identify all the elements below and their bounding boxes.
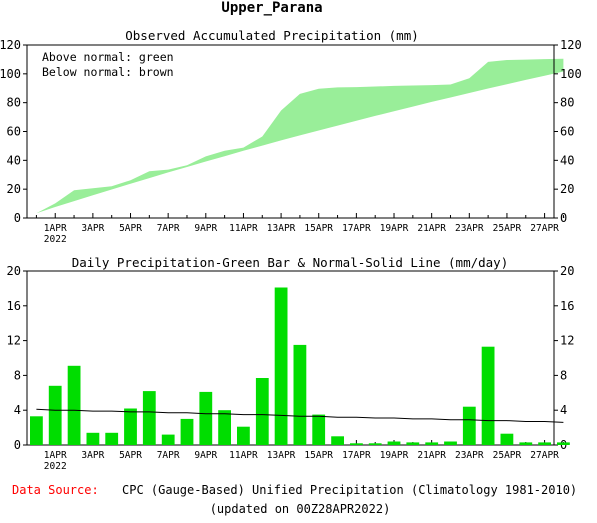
daily-xtick-label: 11APR: [229, 450, 258, 461]
accumulated-ytick-label-right: 60: [560, 125, 574, 139]
daily-xtick-label: 13APR: [267, 450, 296, 461]
daily-bar: [387, 441, 401, 445]
daily-bar: [142, 391, 156, 445]
normal-line: [36, 408, 564, 423]
daily-bar: [67, 365, 81, 445]
daily-ytick-label-right: 8: [560, 368, 567, 382]
accumulated-chart-title: Observed Accumulated Precipitation (mm): [125, 28, 419, 43]
accumulated-xtick-label: 5APR: [119, 223, 142, 234]
accumulated-xtick-label: 21APR: [417, 223, 446, 234]
daily-xtick-label: 1APR: [44, 450, 67, 461]
accumulated-xtick-label: 7APR: [157, 223, 180, 234]
accumulated-ytick-label-left: 40: [7, 153, 21, 167]
daily-bar: [444, 441, 457, 445]
legend-below-normal: Below normal: brown: [42, 65, 174, 79]
daily-bar: [199, 391, 213, 445]
accumulated-ytick-label-right: 120: [560, 38, 582, 52]
daily-xtick-label: 15APR: [304, 450, 333, 461]
daily-xtick-label: 27APR: [530, 450, 559, 461]
daily-bar: [500, 433, 514, 445]
daily-bar: [293, 344, 307, 445]
accumulated-ytick-label-right: 20: [560, 182, 574, 196]
daily-ytick-label-left: 20: [7, 264, 21, 278]
legend-above-normal: Above normal: green: [42, 50, 174, 64]
accumulated-xtick-label: 1APR: [44, 223, 67, 234]
daily-xtick-label: 7APR: [157, 450, 180, 461]
accumulated-xtick-label: 9APR: [194, 223, 217, 234]
daily-ytick-label-right: 4: [560, 403, 567, 417]
accumulated-ytick-label-left: 100: [0, 67, 21, 81]
daily-bar: [255, 378, 269, 445]
daily-ytick-label-left: 4: [14, 403, 21, 417]
daily-xtick-label: 5APR: [119, 450, 142, 461]
accumulated-xtick-label: 13APR: [267, 223, 296, 234]
daily-ytick-label-left: 0: [14, 438, 21, 452]
daily-bar: [481, 346, 495, 445]
daily-ytick-label-left: 8: [14, 368, 21, 382]
accumulated-ytick-label-left: 60: [7, 125, 21, 139]
daily-xtick-label: 25APR: [493, 450, 522, 461]
daily-bar: [350, 443, 363, 445]
daily-bar: [105, 432, 119, 445]
daily-bar: [312, 414, 326, 445]
daily-xtick-label: 21APR: [417, 450, 446, 461]
accumulated-xtick-label: 17APR: [342, 223, 371, 234]
accumulated-ytick-label-left: 120: [0, 38, 21, 52]
accumulated-xtick-label: 23APR: [455, 223, 484, 234]
daily-bar: [519, 442, 533, 445]
accumulated-ytick-label-right: 40: [560, 153, 574, 167]
daily-ytick-label-left: 12: [7, 334, 21, 348]
daily-bar: [538, 442, 551, 445]
accumulated-ytick-label-left: 0: [14, 211, 21, 225]
accumulated-ytick-label-right: 80: [560, 96, 574, 110]
daily-ytick-label-right: 16: [560, 299, 574, 313]
daily-bar: [406, 442, 420, 445]
accumulated-ytick-label-left: 80: [7, 96, 21, 110]
daily-bar: [557, 442, 570, 445]
daily-bar: [218, 410, 231, 445]
daily-bar: [331, 436, 344, 445]
daily-ytick-label-right: 20: [560, 264, 574, 278]
daily-bar: [368, 443, 382, 445]
accumulated-xtick-label: 11APR: [229, 223, 258, 234]
daily-xtick-label: 23APR: [455, 450, 484, 461]
daily-bar: [237, 426, 250, 445]
accumulated-ytick-label-right: 100: [560, 67, 582, 81]
accumulated-xtick-label: 19APR: [380, 223, 409, 234]
above-normal-band: [36, 58, 564, 214]
daily-xtick-label: 9APR: [194, 450, 217, 461]
data-source-text: CPC (Gauge-Based) Unified Precipitation …: [122, 483, 577, 497]
daily-precipitation-chart: Daily Precipitation-Green Bar & Normal-S…: [7, 255, 575, 472]
daily-xtick-label: 3APR: [81, 450, 104, 461]
accumulated-xtick-label: 3APR: [81, 223, 104, 234]
accumulated-xtick-year: 2022: [44, 234, 67, 245]
daily-bar: [124, 408, 137, 445]
accumulated-xtick-label: 15APR: [304, 223, 333, 234]
daily-bar: [30, 416, 43, 445]
daily-xtick-year: 2022: [44, 461, 67, 472]
daily-xtick-label: 19APR: [380, 450, 409, 461]
daily-xtick-label: 17APR: [342, 450, 371, 461]
daily-plot-frame: [26, 270, 555, 446]
accumulated-ytick-label-left: 20: [7, 182, 21, 196]
daily-bar: [86, 432, 100, 445]
daily-bar: [48, 385, 62, 445]
updated-text: (updated on 00Z28APR2022): [210, 502, 391, 516]
daily-bar: [462, 406, 476, 445]
daily-ytick-label-right: 12: [560, 334, 574, 348]
daily-bar: [425, 442, 439, 445]
data-source-label: Data Source:: [12, 483, 99, 497]
accumulated-xtick-label: 27APR: [530, 223, 559, 234]
daily-bar: [180, 418, 194, 445]
accumulated-xtick-label: 25APR: [493, 223, 522, 234]
daily-bar: [161, 434, 175, 445]
daily-chart-title: Daily Precipitation-Green Bar & Normal-S…: [72, 255, 509, 270]
page-title: Upper_Parana: [221, 0, 322, 16]
daily-bar: [274, 287, 288, 445]
daily-ytick-label-left: 16: [7, 299, 21, 313]
accumulated-precipitation-chart: Observed Accumulated Precipitation (mm) …: [0, 28, 582, 245]
